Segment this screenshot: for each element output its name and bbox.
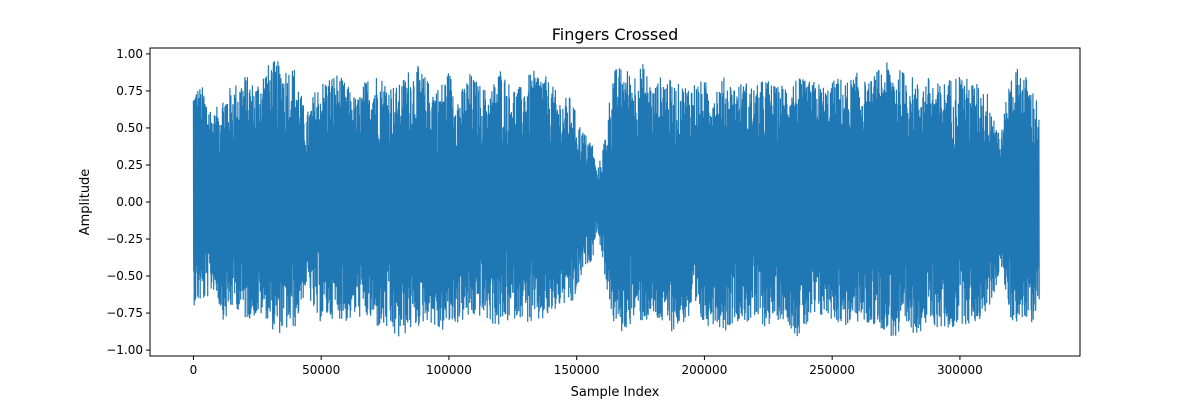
x-tick-label: 50000 (302, 363, 340, 377)
y-axis-title: Amplitude (78, 169, 93, 236)
y-tick-label: 0.00 (116, 195, 143, 209)
chart-title: Fingers Crossed (552, 25, 678, 44)
x-axis: 0 50000 100000 150000 200000 250000 300000 (190, 356, 983, 377)
y-tick-label: 0.50 (116, 121, 143, 135)
x-axis-title: Sample Index (571, 385, 660, 400)
x-tick-label: 200000 (682, 363, 728, 377)
y-tick-label: −0.50 (106, 269, 143, 283)
x-tick-label: 100000 (426, 363, 472, 377)
y-tick-label: −1.00 (106, 343, 143, 357)
y-tick-label: 0.75 (116, 84, 143, 98)
y-axis: 1.00 0.75 0.50 0.25 0.00 −0.25 −0.50 −0.75 −1.00 (106, 47, 150, 357)
x-tick-label: 150000 (554, 363, 600, 377)
y-tick-label: 0.25 (116, 158, 143, 172)
x-tick-label: 0 (190, 363, 198, 377)
series-line (192, 61, 1040, 337)
y-tick-label: 1.00 (116, 47, 143, 61)
plot-content (192, 61, 1040, 337)
x-tick-label: 300000 (937, 363, 983, 377)
y-tick-label: −0.75 (106, 306, 143, 320)
x-tick-label: 250000 (809, 363, 855, 377)
y-tick-label: −0.25 (106, 232, 143, 246)
